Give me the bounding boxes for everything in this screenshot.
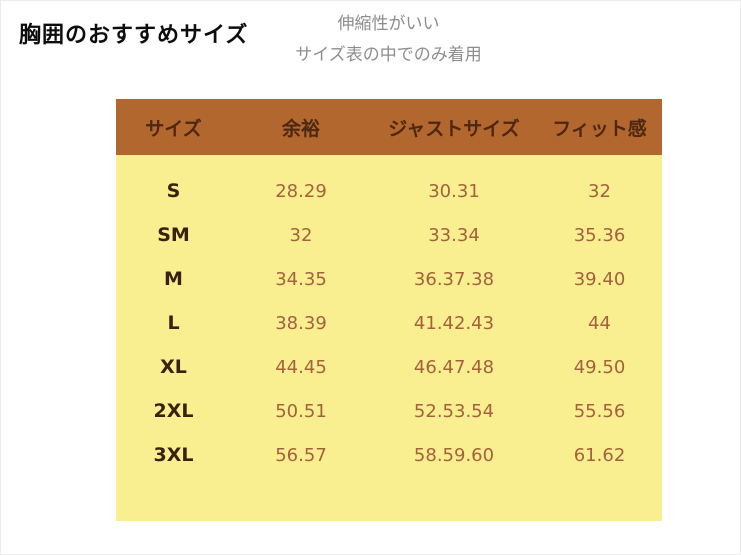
fit-value: 44 (588, 312, 611, 334)
table-row: M 34.35 36.37.38 39.40 (116, 257, 662, 301)
loose-value: 50.51 (275, 400, 327, 422)
column-header-justsize: ジャストサイズ (388, 117, 520, 140)
note-line-2: サイズ表の中でのみ着用 (295, 45, 482, 65)
size-label: XL (160, 356, 187, 378)
fit-value: 55.56 (573, 400, 626, 422)
fit-value: 32 (588, 180, 611, 202)
table-row: L 38.39 41.42.43 44 (116, 301, 662, 345)
just-size-value: 36.37.38 (413, 268, 495, 290)
loose-value: 28.29 (275, 180, 327, 202)
table-row: SM 32 33.34 35.36 (116, 213, 662, 257)
size-table: サイズ 余裕 ジャストサイズ フィット感 S 28.29 30.31 32 SM… (116, 99, 662, 521)
table-body: S 28.29 30.31 32 SM 32 33.34 35.36 M 34.… (116, 155, 662, 521)
loose-value: 32 (289, 224, 313, 246)
fit-value: 35.36 (573, 224, 626, 246)
loose-value: 56.57 (275, 444, 327, 466)
loose-value: 38.39 (275, 312, 327, 334)
size-label: L (167, 312, 180, 334)
size-label: 2XL (153, 400, 194, 422)
just-size-value: 58.59.60 (413, 444, 495, 466)
column-header-size: サイズ (145, 117, 202, 140)
fit-value: 39.40 (573, 268, 626, 290)
just-size-value: 33.34 (428, 224, 480, 246)
table-row: 2XL 50.51 52.53.54 55.56 (116, 389, 662, 433)
just-size-value: 52.53.54 (413, 400, 495, 422)
loose-value: 34.35 (275, 268, 327, 290)
column-header-loose: 余裕 (281, 117, 320, 140)
just-size-value: 41.42.43 (413, 312, 495, 334)
table-header-row: サイズ 余裕 ジャストサイズ フィット感 (116, 99, 662, 155)
size-label: SM (157, 224, 190, 246)
fit-value: 49.50 (573, 356, 626, 378)
table-row: XL 44.45 46.47.48 49.50 (116, 345, 662, 389)
table-row: 3XL 56.57 58.59.60 61.62 (116, 433, 662, 477)
loose-value: 44.45 (275, 356, 327, 378)
just-size-value: 46.47.48 (413, 356, 495, 378)
note-line-1: 伸縮性がいい (337, 14, 440, 34)
column-header-fit: フィット感 (552, 117, 647, 140)
fit-value: 61.62 (573, 444, 626, 466)
table-row: S 28.29 30.31 32 (116, 169, 662, 213)
size-label: M (164, 268, 183, 290)
size-label: S (166, 180, 181, 202)
just-size-value: 30.31 (428, 180, 480, 202)
page-title: 胸囲のおすすめサイズ (19, 23, 249, 48)
size-label: 3XL (153, 444, 194, 466)
elasticity-note: 伸縮性がいい サイズ表の中でのみ着用 (281, 9, 496, 71)
